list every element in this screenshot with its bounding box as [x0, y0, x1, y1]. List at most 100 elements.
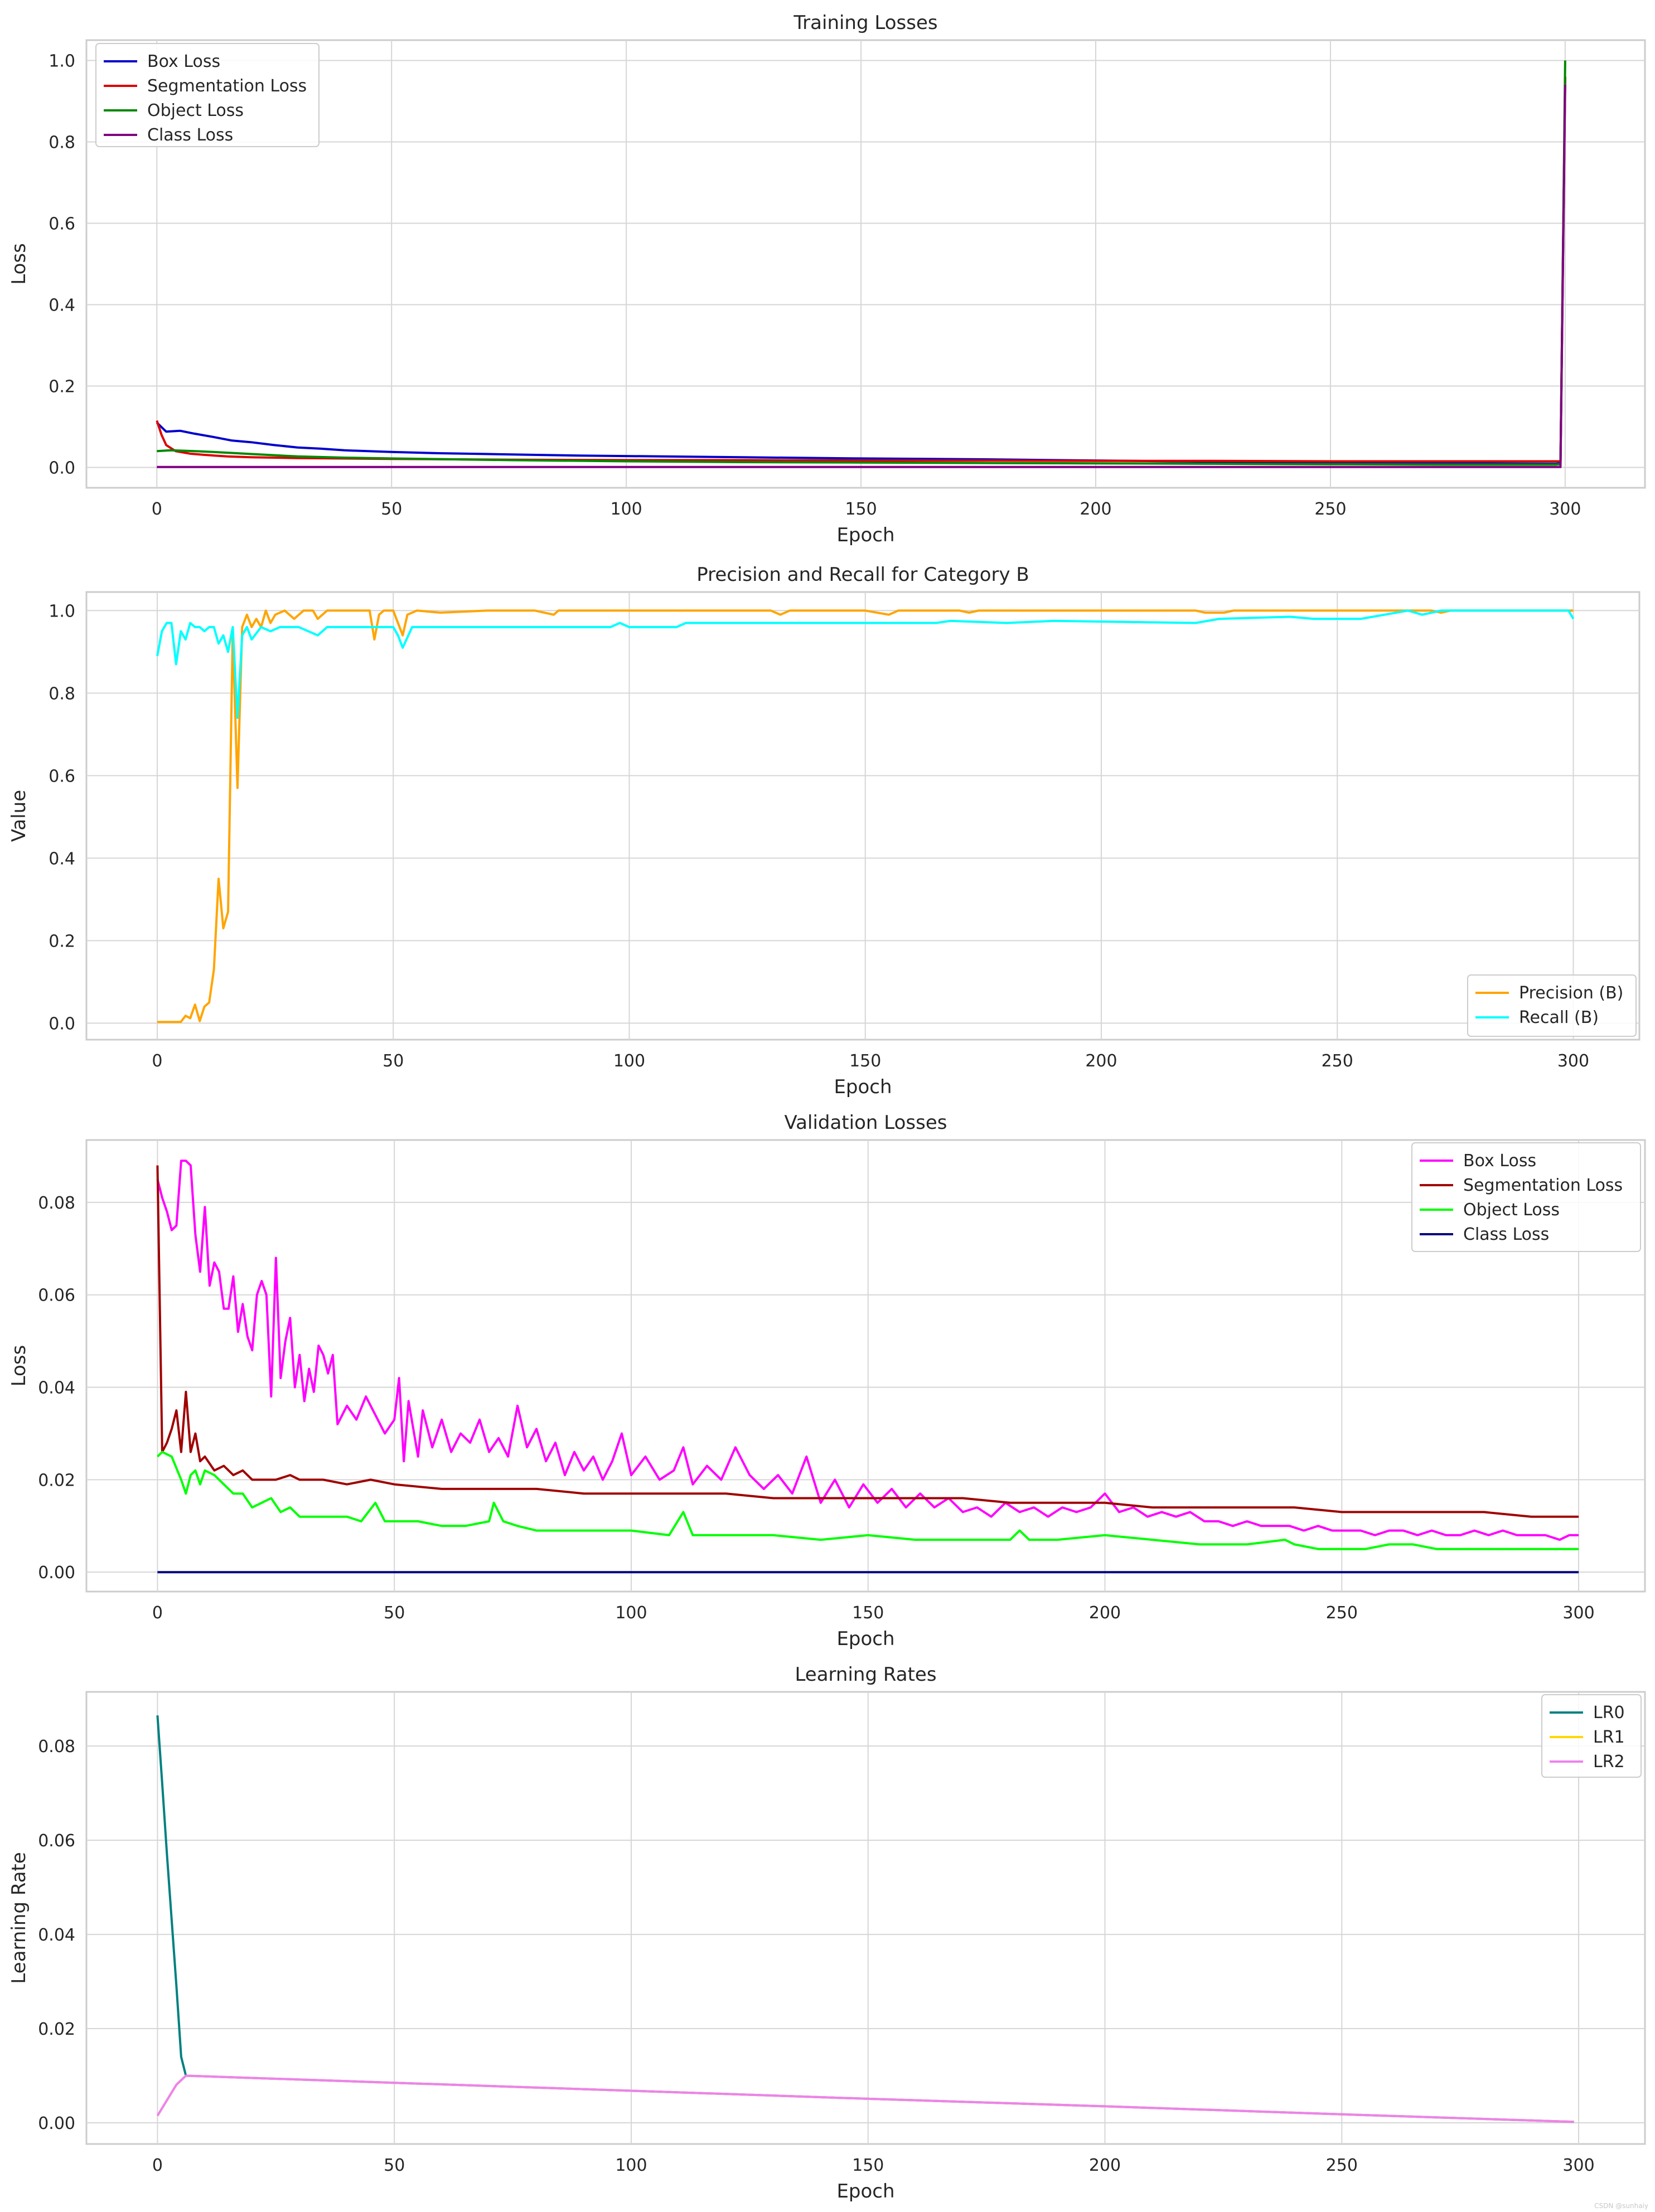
- legend-label-class-loss: Class Loss: [1463, 1225, 1549, 1244]
- x-tick-label: 300: [1562, 1603, 1594, 1623]
- x-tick-label: 0: [152, 1603, 163, 1623]
- y-tick-label: 0.04: [38, 1925, 75, 1945]
- x-tick-label: 100: [613, 1051, 645, 1071]
- series-line-object-loss: [157, 60, 1566, 466]
- y-tick-label: 1.0: [49, 52, 75, 71]
- x-tick-label: 200: [1085, 1051, 1117, 1071]
- legend-box: [95, 43, 320, 147]
- legend-label-lr2: LR2: [1593, 1752, 1625, 1772]
- x-tick-label: 250: [1326, 1603, 1358, 1623]
- legend-label-object-loss: Object Loss: [1463, 1200, 1560, 1220]
- x-tick-label: 250: [1314, 499, 1346, 519]
- x-tick-label: 250: [1322, 1051, 1353, 1071]
- legend: Precision (B) Recall (B): [1467, 974, 1637, 1037]
- legend-label-lr0: LR0: [1593, 1703, 1625, 1723]
- x-tick-label: 0: [152, 2156, 163, 2175]
- series-line-box-loss: [156, 1160, 1579, 1541]
- legend: LR0 LR1 LR2: [1541, 1694, 1642, 1778]
- x-tick-label: 300: [1557, 1051, 1589, 1071]
- x-tick-label: 150: [852, 2156, 884, 2175]
- x-axis-label: Epoch: [836, 2180, 894, 2203]
- x-axis-label: Epoch: [836, 524, 894, 546]
- x-tick-label: 200: [1089, 2156, 1121, 2175]
- x-tick-label: 100: [615, 1603, 647, 1623]
- legend-box: [1541, 1694, 1642, 1778]
- series-line-recall-b: [156, 609, 1575, 719]
- x-tick-label: 200: [1089, 1603, 1121, 1623]
- series-line-class-loss: [157, 85, 1566, 468]
- chart-2-precision-and-recall-for-category-b: 0 50 100 150 200 250 300 0.0 0.2 0.4 0.6 0.8 1.0 Prec…: [8, 564, 1641, 1098]
- y-tick-label: 1.0: [49, 601, 75, 621]
- legend-label-segmentation-loss: Segmentation Loss: [1463, 1176, 1623, 1195]
- series-line-lr2: [156, 2074, 1574, 2123]
- x-tick-label: 150: [852, 1603, 884, 1623]
- chart-4-learning-rates: 0 50 100 150 200 250 300 0.00 0.02 0.04 0.06 0.08 Le…: [8, 1663, 1646, 2203]
- series-line-precision-b: [157, 609, 1574, 1023]
- y-tick-label: 0.4: [49, 849, 75, 869]
- x-axis-label: Epoch: [836, 1628, 894, 1650]
- chart-title: Training Losses: [793, 12, 937, 34]
- y-tick-label: 0.6: [49, 767, 75, 786]
- x-tick-label: 150: [845, 499, 877, 519]
- y-tick-label: 0.0: [49, 459, 75, 478]
- legend-box: [1411, 1142, 1641, 1252]
- chart-1-training-losses: 0 50 100 150 200 250 300 0.0 0.2 0.4 0.6 0.8 1.0 Trai…: [8, 12, 1646, 546]
- y-tick-label: 0.8: [49, 684, 75, 704]
- y-tick-label: 0.02: [38, 1471, 75, 1490]
- chart-title: Validation Losses: [785, 1112, 947, 1134]
- x-tick-label: 300: [1549, 499, 1581, 519]
- y-tick-label: 0.04: [38, 1379, 75, 1398]
- y-axis-label: Loss: [8, 1345, 30, 1387]
- x-tick-label: 50: [383, 1051, 404, 1071]
- y-axis-label: Value: [8, 790, 30, 842]
- legend-label-precision-b: Precision (B): [1519, 983, 1623, 1003]
- legend-label-lr1: LR1: [1593, 1728, 1625, 1747]
- plot-frame: [85, 591, 1641, 1041]
- x-tick-label: 150: [849, 1051, 881, 1071]
- plot-frame: [85, 39, 1646, 489]
- y-tick-label: 0.4: [49, 296, 75, 316]
- legend: Box Loss Segmentation Loss Object Loss Clas…: [95, 43, 320, 147]
- chart-title: Learning Rates: [795, 1663, 936, 1686]
- legend: Box Loss Segmentation Loss Object Loss Clas…: [1411, 1142, 1641, 1252]
- legend-label-class-loss: Class Loss: [147, 125, 233, 145]
- y-axis-label: Loss: [8, 243, 30, 285]
- legend-label-box-loss: Box Loss: [147, 52, 220, 71]
- y-tick-label: 0.2: [49, 377, 75, 397]
- x-tick-label: 0: [152, 1051, 162, 1071]
- y-tick-label: 0.00: [38, 2114, 75, 2133]
- legend-label-object-loss: Object Loss: [147, 101, 244, 120]
- legend-label-box-loss: Box Loss: [1463, 1151, 1536, 1171]
- y-tick-label: 0.0: [49, 1014, 75, 1034]
- x-tick-label: 0: [152, 499, 162, 519]
- x-tick-label: 300: [1562, 2156, 1594, 2175]
- y-tick-label: 0.00: [38, 1563, 75, 1583]
- chart-3-validation-losses: 0 50 100 150 200 250 300 0.00 0.02 0.04 0.06 0.08 Va…: [8, 1112, 1646, 1650]
- series-line-object-loss: [157, 1451, 1579, 1550]
- y-tick-label: 0.08: [38, 1194, 75, 1213]
- series-line-segmentation-loss: [156, 1165, 1579, 1518]
- legend-label-recall-b: Recall (B): [1519, 1008, 1599, 1027]
- y-tick-label: 0.2: [49, 932, 75, 951]
- y-axis-label: Learning Rate: [8, 1852, 30, 1983]
- x-tick-label: 50: [384, 2156, 405, 2175]
- plot-frame: [85, 1691, 1646, 2145]
- y-tick-label: 0.08: [38, 1737, 75, 1757]
- legend-box: [1467, 974, 1637, 1037]
- y-tick-label: 0.06: [38, 1286, 75, 1306]
- chart-title: Precision and Recall for Category B: [696, 564, 1029, 586]
- x-tick-label: 100: [615, 2156, 647, 2175]
- y-tick-label: 0.6: [49, 215, 75, 234]
- watermark-text: CSDN @sunhaiy: [1594, 2202, 1648, 2210]
- legend-label-segmentation-loss: Segmentation Loss: [147, 76, 307, 96]
- x-tick-label: 50: [384, 1603, 405, 1623]
- x-tick-label: 50: [381, 499, 402, 519]
- x-tick-label: 250: [1326, 2156, 1358, 2175]
- y-tick-label: 0.06: [38, 1831, 75, 1851]
- y-tick-label: 0.02: [38, 2020, 75, 2039]
- y-tick-label: 0.8: [49, 133, 75, 153]
- plot-frame: [85, 1139, 1646, 1593]
- x-axis-label: Epoch: [834, 1076, 892, 1098]
- x-tick-label: 200: [1080, 499, 1111, 519]
